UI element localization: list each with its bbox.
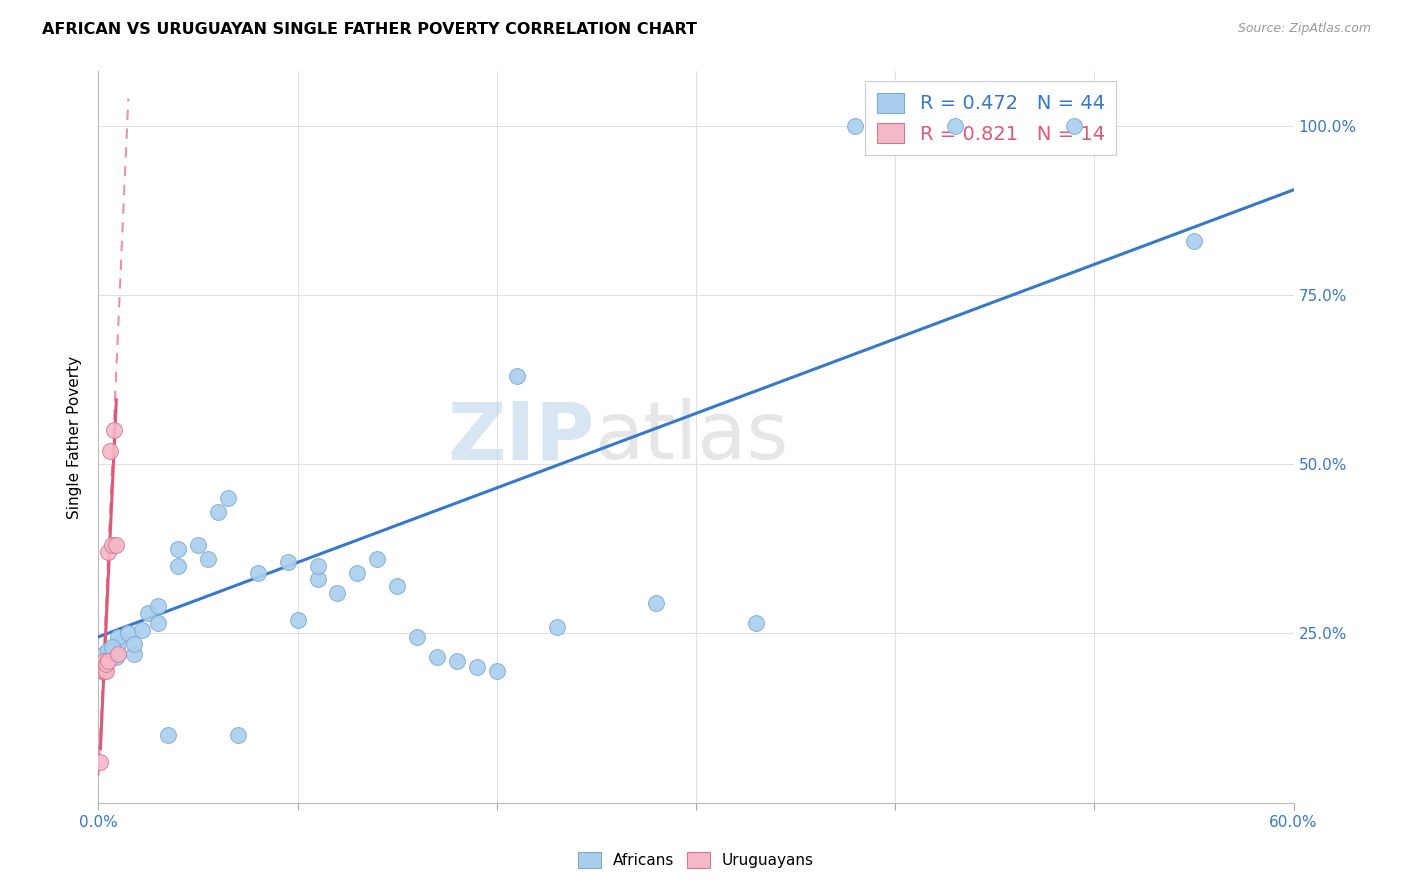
Point [101, 640, 124, 654]
Point [105, 538, 128, 552]
Point [346, 566, 368, 580]
Point [485, 664, 508, 678]
Point [107, 637, 129, 651]
Point [107, 647, 129, 661]
Point [326, 586, 349, 600]
Point [124, 647, 146, 661]
Point [167, 558, 190, 573]
Point [426, 650, 449, 665]
Legend: Africans, Uruguayans: Africans, Uruguayans [571, 845, 821, 876]
Point [101, 538, 124, 552]
Point [446, 654, 468, 668]
Point [187, 538, 209, 552]
Point [105, 650, 128, 665]
Point [385, 579, 409, 593]
Point [93, 647, 115, 661]
Point [287, 613, 309, 627]
Point [100, 443, 122, 458]
Point [207, 505, 229, 519]
Point [93, 654, 115, 668]
Point [506, 369, 529, 384]
Point [157, 728, 180, 742]
Point [1063, 119, 1085, 133]
Point [117, 626, 139, 640]
Point [307, 572, 329, 586]
Point [148, 616, 170, 631]
Point [96, 664, 118, 678]
Point [131, 623, 153, 637]
Point [136, 606, 159, 620]
Point [546, 620, 568, 634]
Text: ZIP: ZIP [447, 398, 595, 476]
Point [103, 423, 125, 437]
Point [97, 545, 120, 559]
Point [844, 119, 866, 133]
Point [97, 643, 120, 657]
Y-axis label: Single Father Poverty: Single Father Poverty [67, 356, 83, 518]
Point [246, 566, 269, 580]
Point [107, 647, 129, 661]
Point [366, 552, 388, 566]
Point [1182, 234, 1205, 248]
Point [745, 616, 768, 631]
Point [645, 596, 668, 610]
Point [167, 541, 190, 556]
Point [91, 664, 114, 678]
Point [197, 552, 219, 566]
Point [148, 599, 170, 614]
Point [307, 558, 329, 573]
Text: AFRICAN VS URUGUAYAN SINGLE FATHER POVERTY CORRELATION CHART: AFRICAN VS URUGUAYAN SINGLE FATHER POVER… [42, 22, 697, 37]
Point [943, 119, 966, 133]
Point [107, 630, 129, 644]
Point [277, 555, 299, 569]
Point [217, 491, 239, 505]
Point [97, 654, 120, 668]
Point [406, 630, 429, 644]
Point [91, 657, 114, 671]
Point [124, 637, 146, 651]
Point [93, 664, 115, 678]
Text: atlas: atlas [595, 398, 789, 476]
Point [89, 755, 111, 769]
Text: Source: ZipAtlas.com: Source: ZipAtlas.com [1237, 22, 1371, 36]
Point [96, 657, 118, 671]
Point [465, 660, 488, 674]
Point [226, 728, 249, 742]
